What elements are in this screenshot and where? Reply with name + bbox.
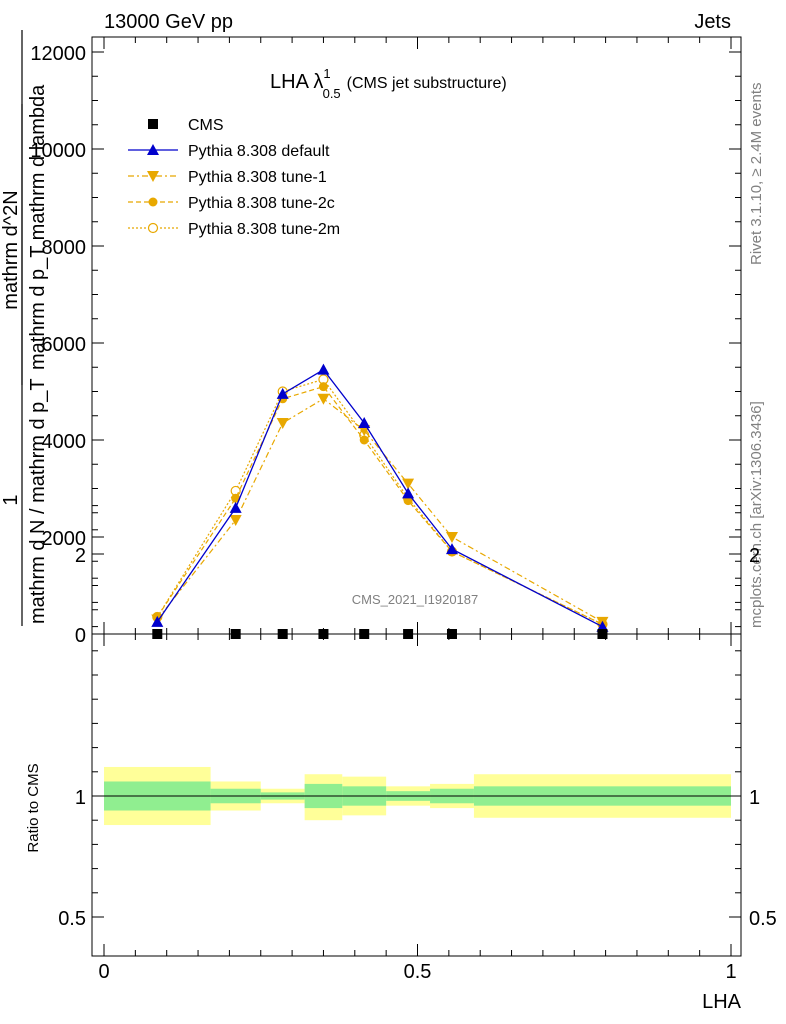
ylabel-numerator-one: 1 <box>0 494 22 505</box>
data-point <box>359 435 369 445</box>
legend-entry: Pythia 8.308 tune-2m <box>128 221 340 238</box>
plot-title-main: LHA λ <box>270 71 323 93</box>
ratio-y-tick-label-left: 2 <box>75 545 86 567</box>
x-tick-label: 1 <box>725 961 736 983</box>
data-point <box>229 501 242 513</box>
series-circle-open <box>152 374 608 630</box>
data-point <box>445 543 458 555</box>
ratio-frame <box>91 633 742 957</box>
rivet-label: Rivet 3.1.10, ≥ 2.4M events <box>748 83 765 266</box>
series-triangle <box>151 363 609 632</box>
ratio-y-tick-label-left: 0.5 <box>58 908 86 930</box>
data-point <box>402 487 415 499</box>
main-y-tick-label: 10000 <box>30 140 86 162</box>
plot-title-sup: 1 <box>323 66 330 81</box>
data-point <box>318 382 328 392</box>
main-y-tick-label: 12000 <box>30 43 86 65</box>
legend-label: Pythia 8.308 tune-2m <box>188 221 340 238</box>
main-y-tick-label: 6000 <box>42 334 87 356</box>
ylabel-inner-denominator: mathrm d p_T mathrm d lambda <box>27 84 49 370</box>
mcplots-label: mcplots.cern.ch [arXiv:1306.3436] <box>748 401 765 628</box>
data-point <box>151 615 164 627</box>
series-line <box>156 368 603 628</box>
main-y-label: 1 mathrm d N / mathrm d p_T mathrm d^2N … <box>0 30 49 626</box>
legend-entry: Pythia 8.308 tune-1 <box>128 169 327 186</box>
series-line <box>156 398 603 623</box>
watermark: CMS_2021_I1920187 <box>352 592 479 607</box>
x-tick-label: 0 <box>98 961 109 983</box>
ratio-tick-labels: 0.5 0.5 1 1 2 2 0 0.5 1 <box>58 545 777 983</box>
data-point <box>317 393 330 405</box>
ylabel-outer-denominator: mathrm d N / mathrm d p_T <box>27 378 49 624</box>
x-axis-label: LHA <box>702 991 742 1013</box>
data-point <box>403 496 413 506</box>
data-point <box>229 515 242 527</box>
header-right: Jets <box>694 11 731 33</box>
data-point <box>317 363 330 375</box>
data-point <box>358 417 371 429</box>
data-point <box>402 478 415 490</box>
legend-marker <box>147 144 159 155</box>
data-point <box>276 418 289 430</box>
legend: CMS Pythia 8.308 default Pythia 8.308 tune… <box>128 117 340 238</box>
ratio-y-tick-label-right: 2 <box>749 545 760 567</box>
legend-label: CMS <box>188 117 224 134</box>
legend-entry: Pythia 8.308 tune-2c <box>128 195 335 212</box>
data-point <box>276 387 289 399</box>
ylabel-inner-numerator: mathrm d^2N <box>0 190 22 309</box>
legend-marker <box>148 119 158 129</box>
header-left: 13000 GeV pp <box>104 11 233 33</box>
series-line <box>156 378 603 625</box>
data-point <box>231 493 241 503</box>
main-y-tick-label: 0 <box>75 625 86 647</box>
legend-label: Pythia 8.308 tune-1 <box>188 169 327 186</box>
data-point <box>445 532 458 543</box>
ratio-y-tick-label-right: 0.5 <box>749 908 777 930</box>
ratio-y-tick-label-left: 1 <box>75 787 86 809</box>
main-series <box>151 363 609 639</box>
main-y-tick-label: 4000 <box>42 431 87 453</box>
ratio-y-tick-label-right: 1 <box>749 787 760 809</box>
plot-title: LHA λ1 0.5 (CMS jet substructure) <box>270 66 507 101</box>
legend-marker <box>147 222 159 234</box>
legend-marker <box>148 197 158 207</box>
plot-title-sub: 0.5 <box>323 86 341 101</box>
legend-entry: Pythia 8.308 default <box>128 143 330 160</box>
data-point <box>596 620 609 632</box>
legend-label: Pythia 8.308 tune-2c <box>188 195 335 212</box>
legend-label: Pythia 8.308 default <box>188 143 330 160</box>
ratio-panel: 0.5 0.5 1 1 2 2 0 0.5 1 Ratio to CMS LHA <box>25 505 777 1013</box>
ratio-y-label: Ratio to CMS <box>25 763 42 852</box>
plot-title-tail: (CMS jet substructure) <box>347 75 507 92</box>
legend-entry: CMS <box>148 117 224 134</box>
legend-marker <box>147 171 159 182</box>
main-y-tick-label: 2000 <box>42 528 87 550</box>
main-y-tick-labels: 0 2000 4000 6000 8000 10000 12000 <box>30 43 86 647</box>
series-line <box>156 385 603 625</box>
main-y-tick-label: 8000 <box>42 237 87 259</box>
ratio-ticks <box>92 505 741 956</box>
x-tick-label: 0.5 <box>404 961 432 983</box>
